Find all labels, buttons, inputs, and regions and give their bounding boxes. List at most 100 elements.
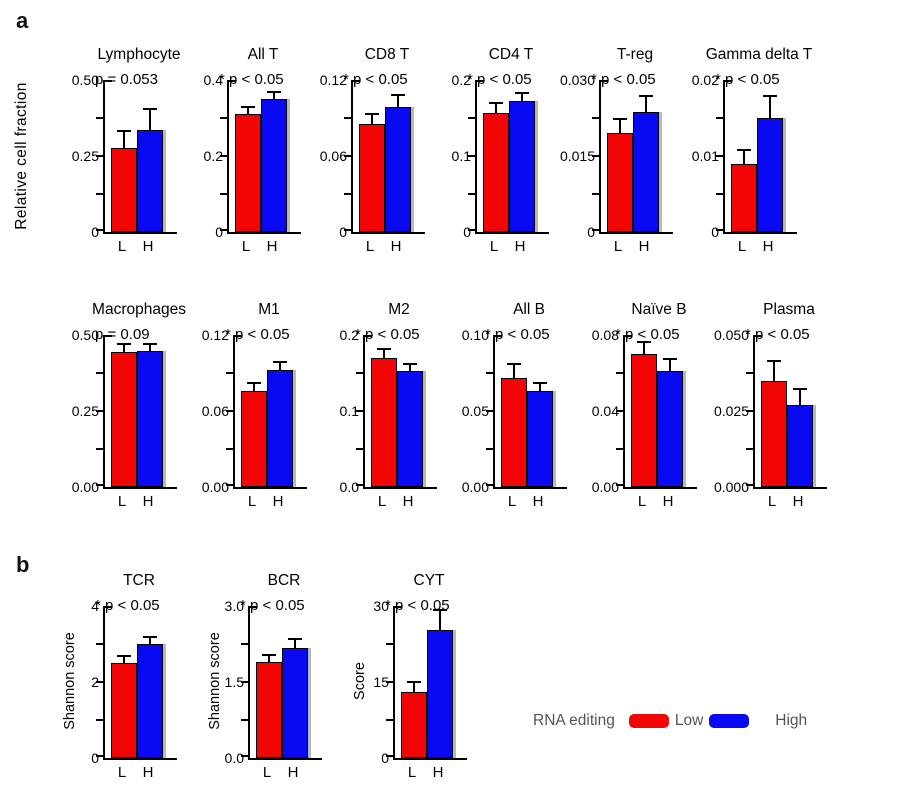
bar-low xyxy=(631,354,657,487)
legend-swatch-low xyxy=(628,714,669,728)
y-axis-tick xyxy=(241,755,248,757)
y-tick-label: 15 xyxy=(373,674,389,690)
y-axis-tick xyxy=(344,117,351,119)
p-value-label: * p < 0.05 xyxy=(95,597,160,614)
y-tick-label: 0 xyxy=(91,224,99,240)
y-axis-tick xyxy=(344,155,351,157)
y-axis-tick xyxy=(96,117,103,119)
y-axis-tick xyxy=(344,193,351,195)
plot-area xyxy=(96,335,177,489)
y-axis-tick xyxy=(356,410,363,412)
y-tick-label: 0.000 xyxy=(713,479,749,495)
error-bar-cap-low xyxy=(241,106,255,108)
y-axis-tick xyxy=(226,484,233,486)
y-axis-tick xyxy=(746,410,753,412)
error-bar-low xyxy=(413,683,415,692)
error-bar-cap-high xyxy=(267,91,281,93)
p-value-label: * p < 0.05 xyxy=(591,71,656,88)
error-bar-low xyxy=(123,132,125,148)
y-axis-tick xyxy=(96,681,103,683)
y-tick-label: 0.02 xyxy=(691,72,719,88)
x-category-label: L xyxy=(117,493,127,510)
plot-area xyxy=(746,335,827,489)
chart-all-b: All B * p < 0.05 0.10 0.05 0.00 L H xyxy=(447,299,577,514)
error-bar-low xyxy=(773,362,775,381)
bar-low xyxy=(111,148,137,232)
y-axis-tick xyxy=(241,719,248,721)
bar-high xyxy=(282,648,308,758)
error-bar-high xyxy=(149,638,151,644)
chart-title: BCR xyxy=(267,572,301,589)
chart-cd8-t: CD8 T * p < 0.05 0.12 0.06 0 L H xyxy=(305,44,429,259)
y-axis-tick xyxy=(96,372,103,374)
error-bar-cap-low xyxy=(117,343,131,345)
y-axis-top-tick xyxy=(103,606,112,608)
y-axis-tick xyxy=(96,755,103,757)
error-bar-low xyxy=(619,120,621,133)
y-axis-tick xyxy=(386,681,393,683)
y-axis-tick xyxy=(226,372,233,374)
x-category-label: H xyxy=(142,238,154,255)
y-axis-tick xyxy=(616,484,623,486)
error-bar-cap-high xyxy=(533,382,547,384)
error-bar-cap-high xyxy=(515,92,529,94)
bar-low xyxy=(111,663,137,758)
plot-area xyxy=(344,80,425,234)
error-bar-low xyxy=(495,104,497,113)
error-bar-high xyxy=(273,93,275,99)
x-category-label: H xyxy=(662,493,674,510)
y-tick-label: 0 xyxy=(463,224,471,240)
error-bar-cap-low xyxy=(737,149,751,151)
y-axis-tick xyxy=(746,448,753,450)
panel-a-label: a xyxy=(16,8,29,33)
x-category-label: H xyxy=(390,238,402,255)
chart-title: TCR xyxy=(123,572,155,589)
y-axis-tick xyxy=(592,117,599,119)
p-value-label: * p < 0.05 xyxy=(219,71,284,88)
y-tick-label: 0 xyxy=(711,224,719,240)
y-axis-tick xyxy=(716,155,723,157)
y-tick-label: 0.2 xyxy=(339,327,359,343)
y-axis-top-tick xyxy=(103,335,112,337)
x-category-label: L xyxy=(767,493,777,510)
error-bar-low xyxy=(743,151,745,164)
error-bar-cap-high xyxy=(663,358,677,360)
rna-editing-legend: RNA editing Low High xyxy=(533,712,807,730)
x-category-label: L xyxy=(377,493,387,510)
y-tick-label: 0.50 xyxy=(71,72,99,88)
y-tick-label: 0.00 xyxy=(201,479,229,495)
error-bar-high xyxy=(149,110,151,130)
bar-high xyxy=(385,107,411,232)
y-axis-tick xyxy=(96,448,103,450)
bar-low xyxy=(371,358,397,487)
y-tick-label: 0.2 xyxy=(451,72,471,88)
y-axis-tick xyxy=(616,410,623,412)
chart-all-t: All T * p < 0.05 0.4 0.2 0 L H xyxy=(181,44,305,259)
y-tick-label: 0.025 xyxy=(713,403,749,419)
y-axis-tick xyxy=(746,484,753,486)
chart-title: CD4 T xyxy=(488,46,534,63)
x-category-label: L xyxy=(489,238,499,255)
y-tick-label: 0 xyxy=(381,750,389,766)
error-bar-high xyxy=(397,96,399,107)
x-category-label: L xyxy=(507,493,517,510)
y-tick-label: 3.0 xyxy=(224,598,244,614)
x-category-label: H xyxy=(638,238,650,255)
x-category-label: L xyxy=(737,238,747,255)
error-bar-high xyxy=(799,390,801,405)
chart-na-ve-b: Naïve B * p < 0.05 0.08 0.04 0.00 L H xyxy=(577,299,707,514)
chart-m2: M2 * p < 0.05 0.2 0.1 0.0 L H xyxy=(317,299,447,514)
chart-title: Naïve B xyxy=(631,301,687,318)
y-axis-tick xyxy=(468,229,475,231)
error-bar-cap-high xyxy=(793,388,807,390)
bar-low xyxy=(761,381,787,487)
bar-low xyxy=(111,352,137,487)
y-tick-label: 0.2 xyxy=(203,148,223,164)
error-bar-cap-high xyxy=(273,361,287,363)
plot-area xyxy=(468,80,549,234)
y-axis-top-tick xyxy=(599,80,608,82)
y-axis-tick xyxy=(616,372,623,374)
y-axis-tick xyxy=(592,229,599,231)
